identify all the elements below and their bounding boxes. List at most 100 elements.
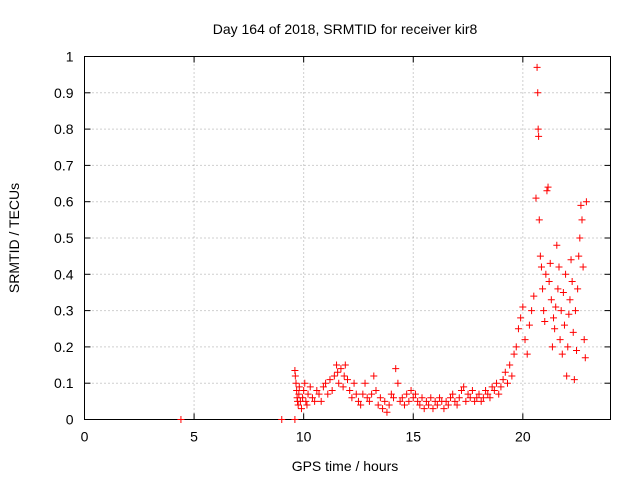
data-point — [577, 201, 585, 209]
y-tick-label: 0.7 — [54, 157, 74, 173]
data-point — [564, 343, 572, 351]
data-point — [352, 390, 360, 398]
data-point — [473, 394, 481, 402]
data-point — [501, 368, 509, 376]
chart-title: Day 164 of 2018, SRMTID for receiver kir… — [213, 21, 478, 37]
data-point — [322, 379, 330, 387]
data-point — [350, 379, 358, 387]
data-point — [383, 408, 391, 416]
data-point — [508, 372, 516, 380]
data-point — [300, 386, 308, 394]
data-point — [447, 394, 455, 402]
data-point — [293, 386, 301, 394]
data-point — [297, 405, 305, 413]
data-point — [422, 397, 430, 405]
data-point — [499, 376, 507, 384]
data-point — [539, 285, 547, 293]
data-point — [534, 125, 542, 133]
data-point — [542, 270, 550, 278]
data-point — [540, 307, 548, 315]
data-point — [571, 307, 579, 315]
data-point — [278, 416, 286, 423]
data-point — [354, 397, 362, 405]
y-tick-label: 0.2 — [54, 339, 74, 355]
data-point — [477, 397, 485, 405]
y-tick-label: 0.5 — [54, 230, 74, 246]
y-tick-label: 1 — [66, 49, 74, 65]
data-point — [363, 394, 371, 402]
data-point — [301, 379, 309, 387]
x-axis-label: GPS time / hours — [292, 458, 399, 474]
data-point — [551, 325, 559, 333]
data-point — [568, 278, 576, 286]
data-point — [535, 216, 543, 224]
data-point — [368, 390, 376, 398]
data-point — [495, 390, 503, 398]
data-point — [550, 314, 558, 322]
data-point — [359, 390, 367, 398]
data-point — [292, 379, 300, 387]
data-point — [304, 390, 312, 398]
data-point — [291, 372, 299, 380]
data-point — [394, 379, 402, 387]
data-point — [579, 263, 587, 271]
data-point — [569, 328, 577, 336]
data-point — [303, 401, 311, 409]
data-point — [575, 252, 583, 260]
data-point — [578, 216, 586, 224]
data-point — [440, 405, 448, 413]
data-point — [566, 296, 574, 304]
data-point — [541, 317, 549, 325]
data-point — [335, 379, 343, 387]
data-point — [396, 397, 404, 405]
y-tick-label: 0.6 — [54, 194, 74, 210]
data-point — [295, 390, 303, 398]
data-point — [530, 292, 538, 300]
data-point — [512, 343, 520, 351]
data-point — [503, 379, 511, 387]
data-point — [340, 372, 348, 380]
data-point — [299, 394, 307, 402]
data-point — [346, 386, 354, 394]
data-point — [341, 361, 349, 369]
data-point — [532, 194, 540, 202]
data-point — [451, 397, 459, 405]
data-point — [370, 372, 378, 380]
data-point — [291, 416, 299, 423]
data-point — [453, 401, 461, 409]
data-point — [306, 383, 314, 391]
data-point — [580, 336, 588, 344]
tick-labels: 0 5 10 15 20 0 0.1 0.2 0.3 0.4 0.5 0.6 0.7 0.8 0.9 1 — [54, 49, 531, 445]
data-point — [497, 383, 505, 391]
data-point — [416, 401, 424, 409]
data-point — [464, 390, 472, 398]
data-point — [409, 394, 417, 402]
data-point — [482, 386, 490, 394]
data-point — [339, 383, 347, 391]
data-point — [400, 401, 408, 409]
data-point — [506, 361, 514, 369]
data-point — [484, 390, 492, 398]
data-point — [553, 241, 561, 249]
data-point — [431, 397, 439, 405]
data-point — [390, 394, 398, 402]
data-point — [552, 303, 560, 311]
data-point — [442, 397, 450, 405]
axis-ticks — [84, 56, 611, 420]
data-point — [376, 394, 384, 402]
data-point — [328, 386, 336, 394]
data-point — [537, 263, 545, 271]
data-points — [177, 63, 590, 423]
data-point — [534, 89, 542, 97]
y-tick-label: 0 — [66, 412, 74, 428]
y-tick-label: 0.4 — [54, 266, 74, 282]
data-point — [308, 394, 316, 402]
x-tick-label: 5 — [190, 429, 198, 445]
data-point — [486, 394, 494, 402]
y-tick-label: 0.9 — [54, 85, 74, 101]
data-point — [567, 256, 575, 264]
y-axis-label: SRMTID / TECUs — [6, 183, 22, 293]
data-point — [554, 285, 562, 293]
data-point — [521, 336, 529, 344]
